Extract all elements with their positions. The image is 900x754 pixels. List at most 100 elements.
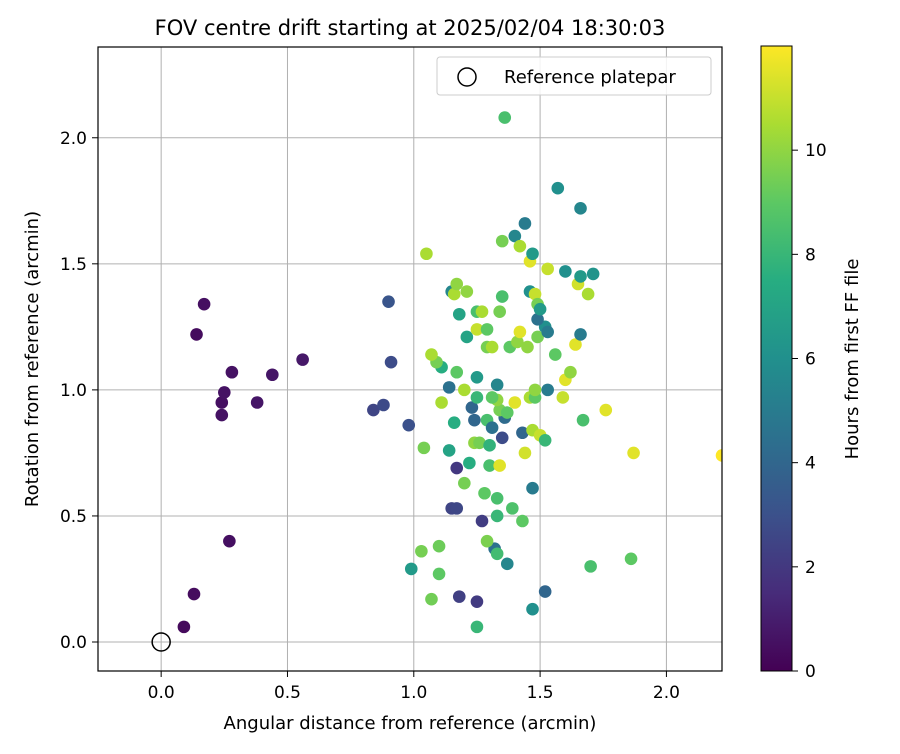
data-point <box>458 383 471 397</box>
data-point <box>541 383 554 397</box>
data-point <box>177 620 191 634</box>
data-point <box>516 514 529 528</box>
data-point <box>541 325 554 339</box>
data-point <box>526 247 539 261</box>
data-point <box>715 449 722 462</box>
data-point <box>531 312 544 326</box>
data-point <box>377 398 390 412</box>
data-point <box>417 441 431 455</box>
data-point <box>432 567 446 581</box>
x-tick-label: 1.5 <box>527 683 554 703</box>
data-point <box>415 544 428 558</box>
data-point <box>470 391 484 404</box>
plot-frame <box>97 46 723 672</box>
data-point <box>460 330 474 344</box>
data-point <box>556 391 570 404</box>
data-point <box>435 396 448 409</box>
data-point <box>465 401 479 414</box>
data-point <box>576 413 590 427</box>
axis-ticks: 0.0 0.5 1.0 1.5 2.0 0.0 0.5 1.0 1.5 2.0 <box>60 129 680 703</box>
data-point <box>531 330 544 344</box>
y-axis-label: Rotation from reference (arcmin) <box>22 211 43 507</box>
data-point <box>508 396 522 409</box>
data-point <box>513 325 527 339</box>
colorbar: 0 2 4 6 8 10 Hours from first FF file <box>760 45 863 682</box>
legend-label: Reference platepar <box>504 67 676 88</box>
grid <box>98 47 722 671</box>
colorbar-ticks: 0 2 4 6 8 10 <box>792 141 827 682</box>
data-point <box>442 444 456 457</box>
data-point <box>495 290 509 303</box>
data-point <box>584 560 597 573</box>
data-point <box>447 287 461 301</box>
data-point <box>533 302 547 316</box>
data-point <box>508 229 522 243</box>
data-point <box>475 514 489 528</box>
y-tick-label: 1.0 <box>60 381 87 401</box>
data-point <box>627 446 640 460</box>
data-point <box>574 202 587 215</box>
data-point <box>538 585 552 598</box>
data-point <box>490 547 504 561</box>
y-tick-label: 0.0 <box>60 633 87 653</box>
data-point <box>569 338 582 351</box>
data-point <box>478 486 491 500</box>
data-point <box>367 403 380 417</box>
data-point <box>296 353 309 366</box>
data-point <box>190 328 203 341</box>
data-point <box>538 434 552 447</box>
data-point <box>218 386 231 399</box>
data-point <box>498 111 512 124</box>
data-point <box>518 217 532 230</box>
data-point <box>493 459 506 472</box>
data-point <box>266 368 279 382</box>
data-point <box>215 396 229 409</box>
data-point <box>442 381 456 394</box>
data-point <box>490 378 504 392</box>
legend-marker-reference <box>457 67 477 87</box>
data-point <box>463 456 476 470</box>
colorbar-tick-label: 6 <box>805 350 816 370</box>
data-point <box>551 181 565 195</box>
data-point <box>518 446 532 460</box>
data-point <box>470 370 484 384</box>
data-point <box>452 307 466 321</box>
chart-title: FOV centre drift starting at 2025/02/04 … <box>155 16 666 40</box>
data-point <box>470 323 484 336</box>
colorbar-tick-label: 0 <box>805 662 816 682</box>
colorbar-tick-label: 10 <box>805 141 827 161</box>
data-point <box>215 408 229 422</box>
colorbar-gradient <box>760 45 793 672</box>
data-point <box>197 297 211 311</box>
data-point <box>586 267 600 281</box>
data-point <box>516 426 529 440</box>
data-point <box>382 295 395 308</box>
data-point <box>450 502 464 515</box>
data-point <box>581 287 595 301</box>
data-point <box>460 285 474 298</box>
data-points <box>151 111 722 652</box>
data-point <box>458 476 471 490</box>
colorbar-tick-label: 4 <box>805 454 816 474</box>
y-tick-label: 0.5 <box>60 507 87 527</box>
legend: Reference platepar <box>436 56 712 96</box>
colorbar-tick-label: 8 <box>805 245 816 265</box>
data-point <box>223 534 236 548</box>
data-point <box>500 557 514 571</box>
data-point <box>483 459 496 472</box>
data-point <box>624 552 638 566</box>
colorbar-tick-label: 2 <box>805 558 816 578</box>
data-point <box>564 365 577 379</box>
data-point <box>483 439 496 452</box>
data-point <box>559 265 572 278</box>
data-point <box>574 328 587 341</box>
data-point <box>480 534 494 548</box>
x-tick-label: 1.0 <box>400 683 427 703</box>
data-point <box>452 590 466 603</box>
data-point <box>528 287 542 301</box>
data-point <box>225 365 239 379</box>
data-point <box>548 348 562 361</box>
data-point <box>490 509 504 523</box>
